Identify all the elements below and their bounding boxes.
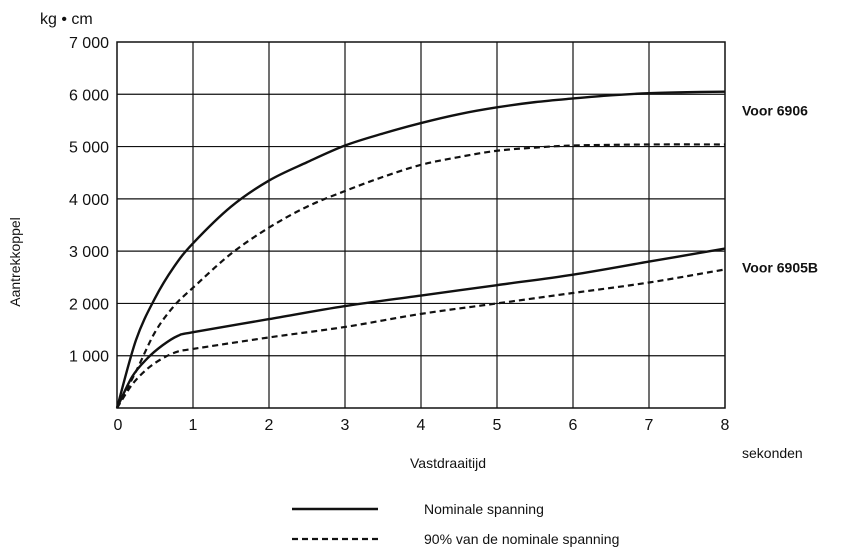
annotation-label: Voor 6905B	[742, 260, 818, 276]
y-tick-label: 6 000	[69, 87, 109, 104]
x-tick-label: 0	[114, 417, 123, 434]
data-curves	[115, 90, 726, 409]
y-tick-label: 3 000	[69, 244, 109, 261]
y-tick-label: 4 000	[69, 192, 109, 209]
curve-annotations: Voor 6906 Voor 6905B	[742, 103, 818, 276]
grid-lines	[117, 42, 725, 408]
x-tick-label: 8	[721, 417, 730, 434]
x-tick-labels: 0 1 2 3 4 5 6 7 8	[114, 417, 730, 434]
series-line-1	[115, 90, 726, 409]
x-unit-label: sekonden	[742, 445, 803, 461]
series-line-3	[115, 247, 726, 409]
x-tick-label: 1	[189, 417, 198, 434]
legend: Nominale spanning 90% van de nominale spa…	[292, 501, 619, 547]
x-tick-label: 4	[417, 417, 426, 434]
series-line-2	[116, 143, 726, 409]
annotation-label: Voor 6906	[742, 103, 808, 119]
y-unit-label: kg • cm	[40, 11, 93, 28]
y-tick-label: 7 000	[69, 35, 109, 52]
x-tick-label: 5	[493, 417, 502, 434]
x-tick-label: 2	[265, 417, 274, 434]
y-tick-label: 1 000	[69, 349, 109, 366]
x-axis-label: Vastdraaitijd	[410, 455, 486, 471]
y-tick-labels: 1 000 2 000 3 000 4 000 5 000 6 000 7 000	[69, 35, 109, 366]
legend-label: Nominale spanning	[424, 501, 544, 517]
x-tick-label: 6	[569, 417, 578, 434]
y-tick-label: 2 000	[69, 296, 109, 313]
y-axis-label: Aantrekkoppel	[7, 217, 23, 307]
x-tick-label: 3	[341, 417, 350, 434]
legend-label: 90% van de nominale spanning	[424, 531, 619, 547]
y-tick-label: 5 000	[69, 140, 109, 157]
x-tick-label: 7	[645, 417, 654, 434]
series-line-4	[116, 268, 726, 409]
plot-frame	[116, 41, 726, 409]
